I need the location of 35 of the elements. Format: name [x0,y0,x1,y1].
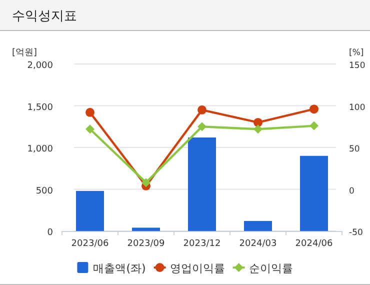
y2-tick-label: 150 [349,61,366,71]
y2-tick-label: 50 [349,144,360,154]
title: 수익성지표 [12,9,77,24]
x-tick-label: 2023/12 [183,239,221,249]
legend-label: 순이익률 [248,262,293,275]
y-tick-label: 1,000 [27,144,54,154]
y2-tick-label: -50 [349,228,363,238]
y-tick-label: 0 [47,228,54,238]
bar [244,220,272,231]
y-tick-label: 2,000 [27,61,54,71]
point [254,124,262,134]
y-tick-label: 1,500 [27,102,54,113]
point [310,121,318,130]
point [198,105,206,114]
point [86,108,94,117]
y2-axis-title: [%] [349,48,364,58]
point [142,178,150,188]
x-tick-label: 2023/06 [71,239,109,249]
legend-label: 매출액(좌) [93,262,146,275]
x-tick-label: 2024/06 [295,239,333,249]
x-tick-label: 2024/03 [239,239,277,249]
y-tick-label: 500 [36,186,54,196]
point [254,118,262,127]
point [198,122,206,132]
point [86,124,94,134]
point [310,104,318,114]
legend-label: 영업이익률 [170,262,225,275]
bar [188,137,216,231]
y-axis-title: [억원] [12,48,38,58]
bar [300,156,328,231]
y2-tick-label: 100 [349,102,366,113]
x-tick-label: 2023/09 [127,239,165,249]
bar [76,190,104,231]
y2-tick-label: 0 [349,186,354,196]
bar [132,228,160,231]
